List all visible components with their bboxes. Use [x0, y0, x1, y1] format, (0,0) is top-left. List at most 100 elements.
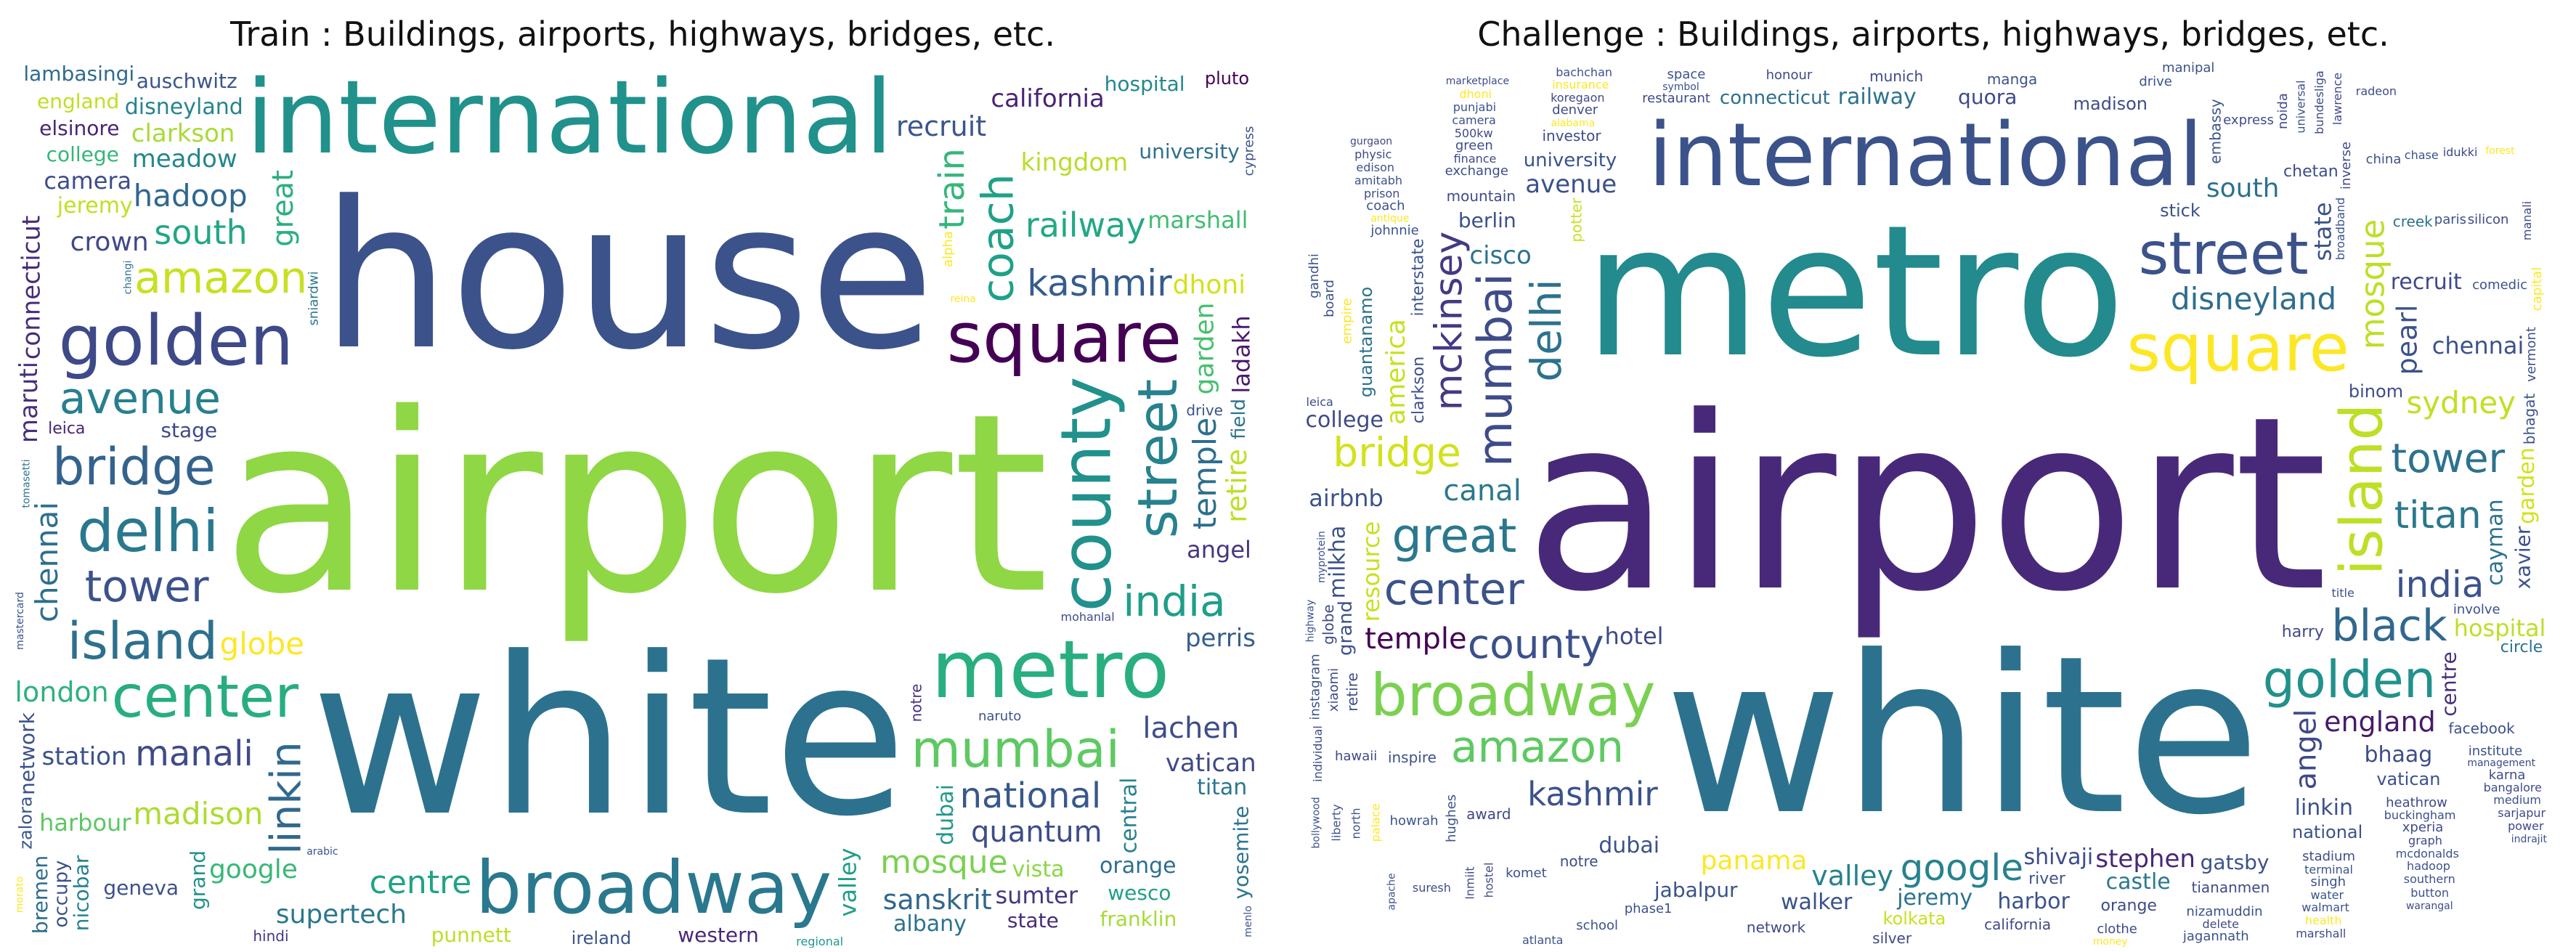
cloud-word: howrah [1389, 813, 1439, 829]
cloud-word: school [1576, 918, 1619, 934]
cloud-word: disneyland [2170, 280, 2337, 317]
cloud-word: hotel [1604, 622, 1664, 651]
cloud-word: center [1384, 564, 1524, 615]
cloud-word: manga [1986, 70, 2038, 89]
cloud-word: award [1466, 805, 1511, 823]
cloud-word: jagannath [2182, 929, 2249, 945]
cloud-word: harbor [1997, 889, 2070, 915]
cloud-word: dhoni [1459, 86, 1492, 101]
cloud-word: center [111, 662, 299, 731]
cloud-word: atlanta [1521, 933, 1564, 948]
challenge-panel: Challenge : Buildings, airports, highway… [1291, 0, 2576, 952]
train-panel: Train : Buildings, airports, highways, b… [0, 0, 1285, 952]
cloud-word: pluto [1204, 68, 1250, 89]
cloud-word: noida [2275, 92, 2291, 129]
cloud-word: south [2206, 174, 2280, 204]
cloud-word: house [321, 158, 935, 395]
cloud-word: johnnie [1370, 222, 1419, 238]
cloud-word: walker [1781, 889, 1853, 915]
cloud-word: london [15, 675, 109, 708]
cloud-word: universal [2293, 80, 2308, 134]
cloud-word: coach [972, 173, 1024, 303]
cloud-word: idukki [2442, 145, 2478, 160]
cloud-word: silver [1872, 929, 1912, 948]
cloud-word: ladakh [1227, 314, 1256, 394]
cloud-word: alabama [1551, 117, 1596, 129]
cloud-word: gurgaon [1350, 136, 1393, 148]
cloud-word: cayman [2482, 499, 2508, 586]
cloud-word: marketplace [1445, 75, 1510, 87]
cloud-word: central [1116, 777, 1142, 854]
cloud-word: symbol [1662, 81, 1699, 93]
cloud-word: dubai [933, 784, 959, 846]
cloud-word: southern [2403, 872, 2455, 887]
cloud-word: space [1667, 66, 1706, 82]
cloud-word: hindi [253, 927, 289, 945]
cloud-word: avenue [59, 373, 221, 425]
cloud-word: leica [1306, 395, 1333, 410]
cloud-word: lambasingi [23, 62, 135, 86]
cloud-word: retire [1221, 448, 1254, 523]
cloud-word: india [1123, 576, 1226, 626]
cloud-word: chetan [2283, 162, 2339, 181]
cloud-word: sarjapur [2498, 806, 2546, 821]
cloud-word: liberty [1329, 804, 1344, 842]
cloud-word: alpha [940, 231, 956, 268]
cloud-word: milkha [1324, 525, 1350, 599]
train-title: Train : Buildings, airports, highways, b… [230, 15, 1055, 54]
cloud-word: medium [2493, 793, 2541, 807]
cloud-word: resource [1357, 521, 1385, 622]
cloud-word: guantanamo [1356, 286, 1377, 398]
cloud-word: madison [133, 796, 264, 832]
cloud-word: kashmir [1527, 775, 1658, 814]
cloud-word: mosque [880, 844, 1008, 882]
cloud-word: green [1455, 138, 1493, 154]
cloud-word: forest [2485, 145, 2515, 158]
cloud-word: quantum [971, 815, 1102, 850]
cloud-word: madison [2073, 93, 2148, 114]
cloud-word: involve [2453, 601, 2500, 617]
cloud-word: india [2395, 563, 2484, 606]
cloud-word: terminal [2304, 862, 2353, 876]
cloud-word: exchange [1445, 163, 1508, 179]
cloud-word: stick [2160, 200, 2201, 221]
cloud-word: state [2309, 202, 2337, 261]
cloud-word: circle [2500, 638, 2543, 657]
cloud-word: money [2092, 935, 2128, 948]
cloud-word: delete [2202, 917, 2239, 932]
cloud-word: zalora [15, 796, 36, 850]
cloud-word: square [946, 298, 1182, 379]
cloud-word: field [1227, 398, 1250, 439]
cloud-word: white [1664, 609, 2261, 863]
cloud-word: camera [44, 167, 132, 195]
cloud-word: nizamuddin [2186, 904, 2263, 920]
cloud-word: delhi [77, 497, 219, 566]
cloud-word: hawaii [1335, 748, 1378, 764]
cloud-word: valley [834, 847, 862, 917]
cloud-word: individual [1310, 725, 1325, 783]
cloud-word: drive [1186, 401, 1223, 419]
cloud-word: hospital [1104, 71, 1185, 96]
cloud-word: lnmiit [1463, 866, 1477, 900]
cloud-word: sanskrit [882, 884, 992, 916]
cloud-word: university [1139, 139, 1240, 164]
cloud-word: mckinsey [1426, 231, 1471, 411]
cloud-word: connecticut [1719, 87, 1830, 110]
cloud-word: mumbai [1468, 272, 1524, 467]
challenge-title: Challenge : Buildings, airports, highway… [1477, 15, 2389, 54]
cloud-word: chase [2404, 148, 2439, 163]
cloud-word: castle [2105, 869, 2171, 895]
cloud-word: temple [1365, 622, 1467, 656]
cloud-word: avenue [1525, 170, 1617, 200]
cloud-word: facebook [2448, 719, 2515, 737]
cloud-word: leica [48, 419, 86, 438]
cloud-word: island [67, 611, 218, 671]
cloud-word: changi [121, 260, 134, 295]
cloud-word: paris [2434, 212, 2467, 228]
cloud-word: phase1 [1624, 901, 1673, 917]
cloud-word: county [1047, 376, 1127, 612]
cloud-word: grand [186, 850, 211, 911]
cloud-word: national [2292, 822, 2363, 843]
cloud-word: lachen [1142, 711, 1240, 745]
cloud-word: camera [1452, 113, 1496, 127]
